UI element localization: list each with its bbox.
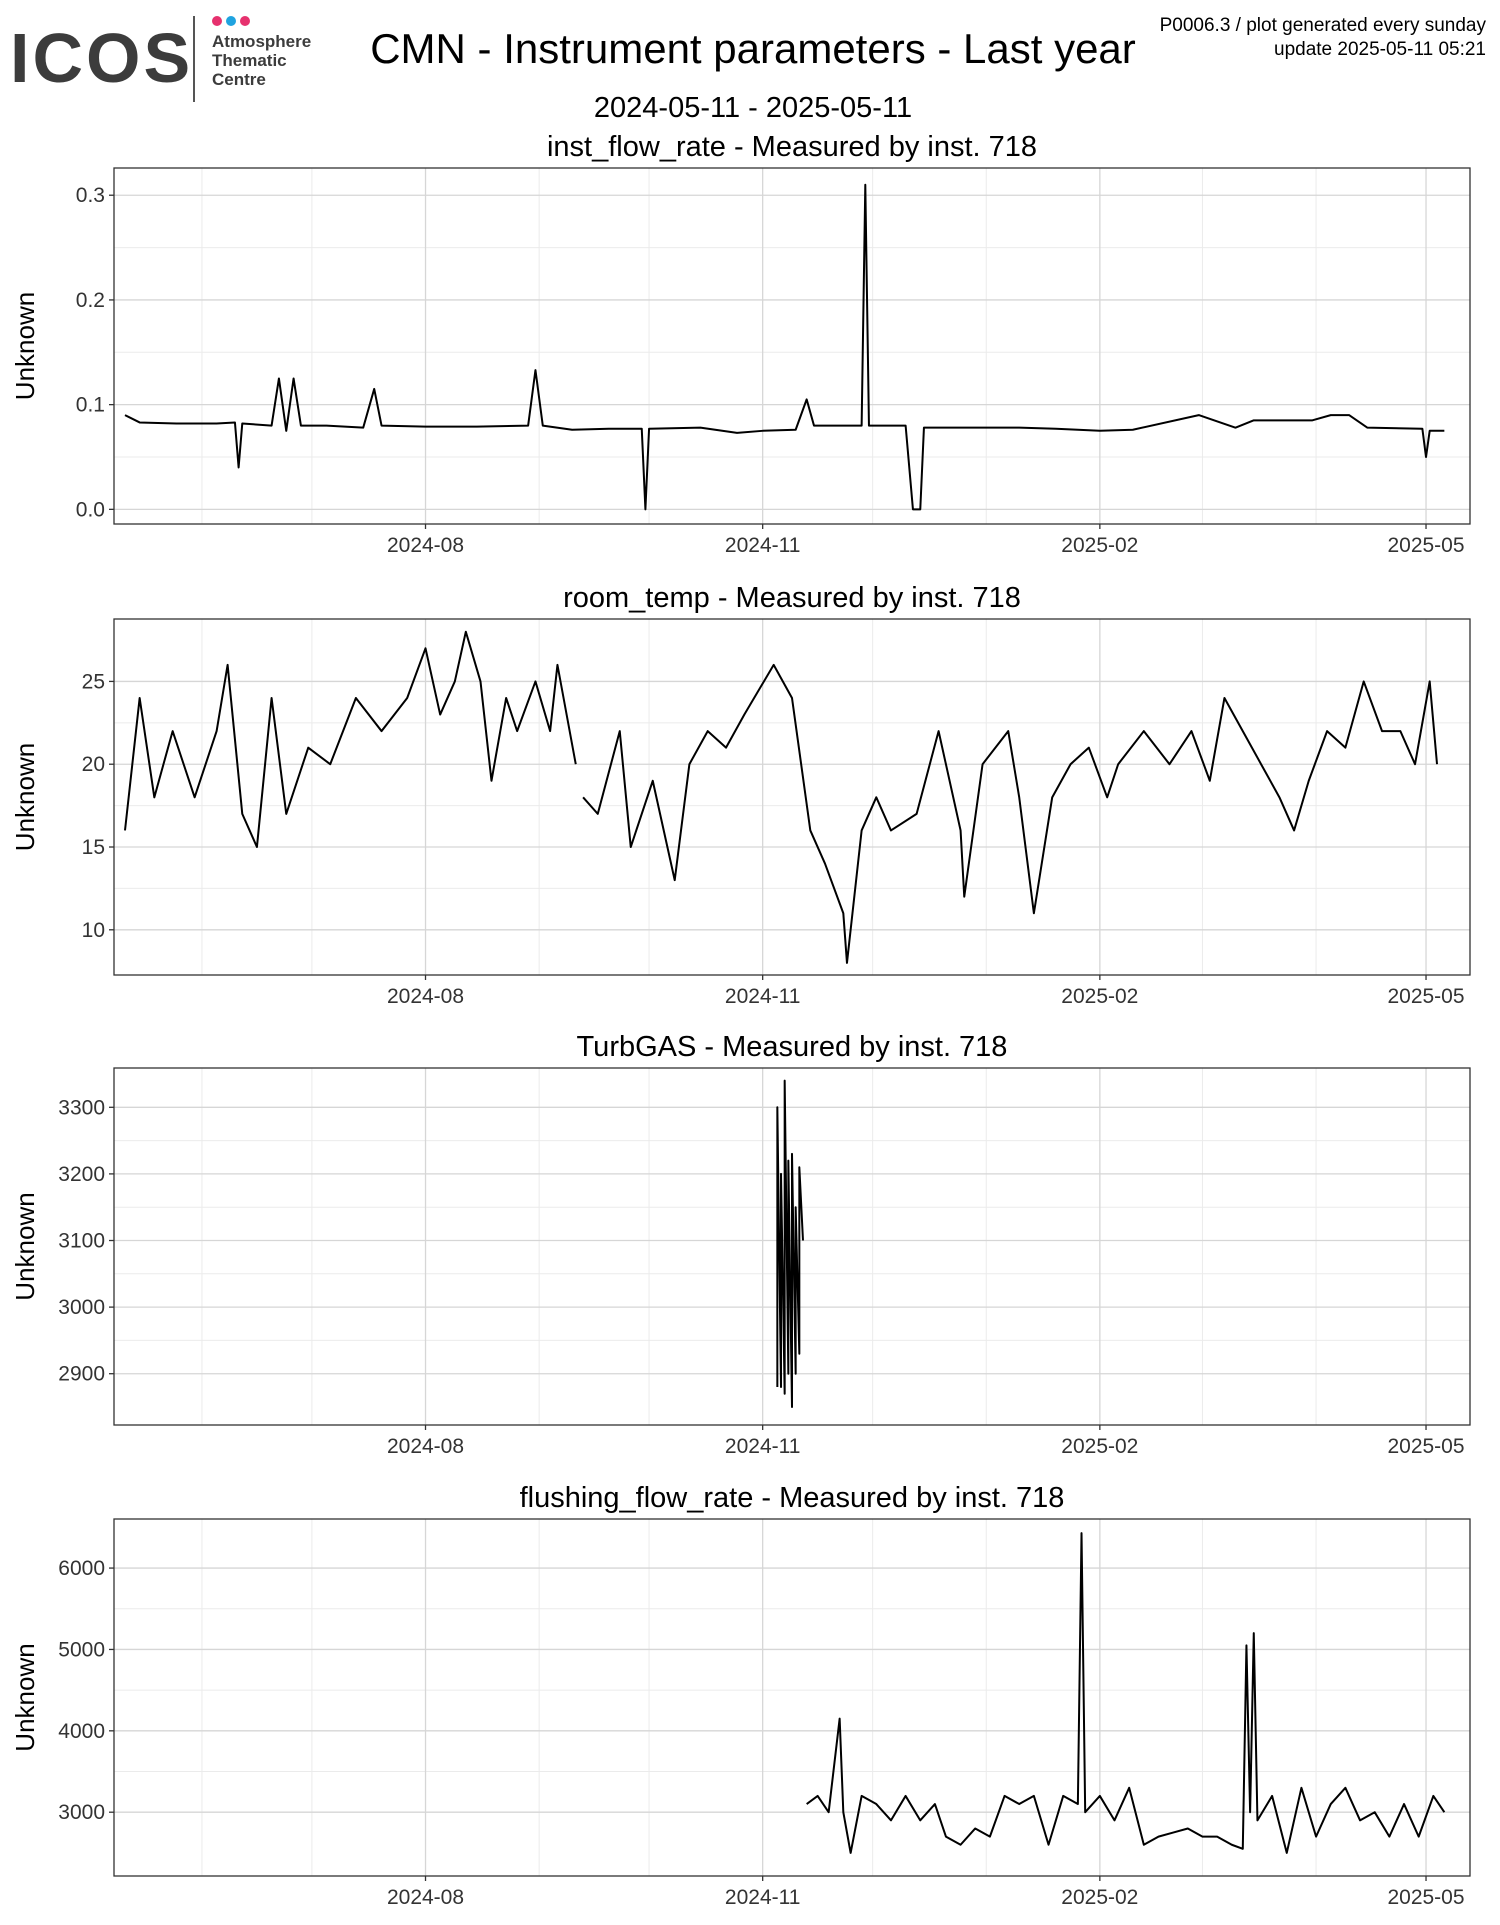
data-line <box>776 1079 804 1409</box>
panel: flushing_flow_rate - Measured by inst. 7… <box>10 1482 1471 1909</box>
y-tick-label: 0.3 <box>76 184 105 207</box>
y-axis-label: Unknown <box>10 743 40 851</box>
y-tick-label: 3300 <box>58 1096 105 1119</box>
y-tick-label: 4000 <box>58 1720 105 1743</box>
panel: inst_flow_rate - Measured by inst. 718 Un… <box>10 131 1471 557</box>
header-note: P0006.3 / plot generated every sunday <box>1160 15 1487 36</box>
x-tick-label: 2025-02 <box>1061 1435 1138 1458</box>
logo-dot <box>226 16 236 26</box>
y-tick-label: 3200 <box>58 1163 105 1186</box>
x-tick-label: 2025-02 <box>1061 985 1138 1008</box>
panel: room_temp - Measured by inst. 718 Unknown… <box>10 582 1471 1008</box>
x-tick-label: 2024-08 <box>387 985 464 1008</box>
panel-border <box>113 618 1471 976</box>
x-tick-label: 2024-08 <box>387 1886 464 1909</box>
logo-line: Atmosphere <box>212 32 311 51</box>
panel-title: TurbGAS - Measured by inst. 718 <box>577 1031 1008 1063</box>
y-tick-label: 15 <box>82 836 105 859</box>
panel-title: inst_flow_rate - Measured by inst. 718 <box>547 131 1037 163</box>
panel-border <box>113 167 1471 525</box>
x-tick-label: 2024-08 <box>387 1435 464 1458</box>
x-tick-label: 2025-05 <box>1387 1435 1464 1458</box>
logo: ICOS Atmosphere Thematic Centre <box>10 16 311 102</box>
y-tick-label: 20 <box>82 753 105 776</box>
y-tick-label: 6000 <box>58 1557 105 1580</box>
y-axis-label: Unknown <box>10 292 40 400</box>
x-tick-label: 2024-11 <box>725 1435 801 1458</box>
y-tick-label: 3000 <box>58 1296 105 1319</box>
y-tick-label: 5000 <box>58 1638 105 1661</box>
y-tick-label: 3100 <box>58 1230 105 1253</box>
page-subtitle: 2024-05-11 - 2025-05-11 <box>594 92 912 124</box>
x-tick-label: 2025-05 <box>1387 534 1464 557</box>
y-tick-label: 2900 <box>58 1363 105 1386</box>
panel-border <box>113 1518 1471 1877</box>
y-tick-label: 3000 <box>58 1801 105 1824</box>
x-tick-label: 2024-11 <box>725 985 801 1008</box>
x-tick-label: 2024-08 <box>387 534 464 557</box>
y-tick-label: 25 <box>82 670 105 693</box>
y-axis-label: Unknown <box>10 1643 40 1751</box>
x-tick-label: 2024-11 <box>725 534 801 557</box>
x-tick-label: 2024-11 <box>725 1886 801 1909</box>
panel-title: flushing_flow_rate - Measured by inst. 7… <box>520 1482 1065 1514</box>
data-line <box>125 185 1455 510</box>
x-tick-label: 2025-05 <box>1387 985 1464 1008</box>
panel-border <box>113 1067 1471 1426</box>
x-tick-label: 2025-02 <box>1061 1886 1138 1909</box>
logo-text: ICOS <box>10 19 193 97</box>
x-tick-label: 2025-05 <box>1387 1886 1464 1909</box>
y-tick-label: 0.2 <box>76 289 105 312</box>
y-tick-label: 0.1 <box>76 394 105 417</box>
logo-line: Thematic <box>212 51 287 70</box>
y-axis-label: Unknown <box>10 1192 40 1300</box>
y-tick-label: 0.0 <box>76 498 105 521</box>
data-line <box>807 1533 1456 1853</box>
logo-dot <box>240 16 250 26</box>
logo-dot <box>212 16 222 26</box>
panel-title: room_temp - Measured by inst. 718 <box>563 582 1021 614</box>
header-note: update 2025-05-11 05:21 <box>1274 39 1486 60</box>
x-tick-label: 2025-02 <box>1061 534 1138 557</box>
page-title: CMN - Instrument parameters - Last year <box>370 25 1136 72</box>
y-tick-label: 10 <box>82 919 105 942</box>
logo-line: Centre <box>212 70 266 89</box>
panel: TurbGAS - Measured by inst. 718 Unknown 29… <box>10 1031 1471 1458</box>
